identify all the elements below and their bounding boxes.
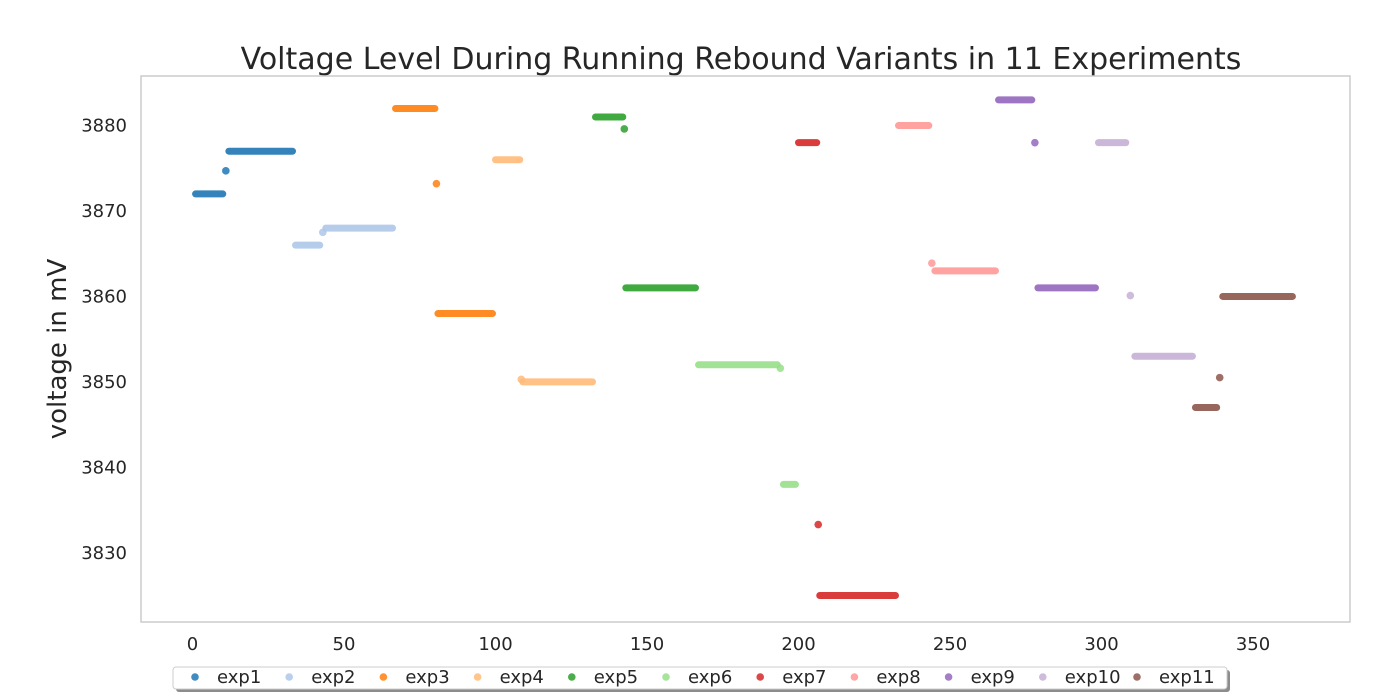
y-tick-label: 3860 bbox=[81, 286, 127, 307]
legend-label: exp8 bbox=[876, 667, 920, 688]
legend: exp1 exp2 exp3 exp4 exp5 exp6 exp7 exp8 exp9 exp1… bbox=[172, 666, 1230, 692]
series-exp9 bbox=[995, 96, 1099, 292]
x-tick-label: 150 bbox=[630, 634, 664, 655]
legend-marker bbox=[850, 673, 859, 681]
series-exp4 bbox=[492, 156, 596, 386]
y-tick-label: 3850 bbox=[81, 372, 127, 393]
series-exp5 bbox=[592, 113, 700, 292]
series-exp1 bbox=[192, 147, 297, 198]
y-tick-label: 3880 bbox=[81, 116, 127, 137]
data-point bbox=[928, 259, 936, 267]
x-tick-label: 100 bbox=[478, 634, 512, 655]
data-point bbox=[1126, 291, 1135, 300]
data-point bbox=[620, 125, 629, 133]
legend-label: exp3 bbox=[405, 667, 449, 688]
y-tick-label: 3830 bbox=[81, 543, 127, 564]
data-point bbox=[1215, 373, 1224, 382]
legend-marker bbox=[662, 673, 670, 681]
legend-label: exp4 bbox=[500, 667, 544, 688]
data-point bbox=[776, 364, 785, 373]
data-point bbox=[432, 179, 441, 188]
legend-label: exp5 bbox=[594, 667, 638, 688]
y-tick-label: 3840 bbox=[81, 457, 127, 478]
legend-label: exp1 bbox=[217, 667, 261, 688]
legend-marker bbox=[285, 673, 294, 681]
data-point bbox=[1031, 138, 1039, 147]
legend-marker bbox=[944, 673, 953, 681]
legend-marker bbox=[1133, 673, 1141, 681]
data-point bbox=[222, 167, 230, 175]
legend-box bbox=[172, 666, 1228, 690]
legend-label: exp10 bbox=[1065, 667, 1121, 688]
series-exp7 bbox=[795, 139, 899, 600]
data-point bbox=[814, 520, 823, 529]
series-exp8 bbox=[895, 122, 999, 275]
y-tick-label: 3870 bbox=[81, 201, 127, 222]
legend-marker bbox=[568, 673, 576, 681]
x-tick-label: 300 bbox=[1084, 634, 1118, 655]
legend-label: exp2 bbox=[311, 667, 355, 688]
legend-marker bbox=[191, 673, 199, 681]
legend-label: exp7 bbox=[782, 667, 826, 688]
x-tick-label: 350 bbox=[1236, 634, 1270, 655]
legend-label: exp9 bbox=[971, 667, 1015, 688]
series-exp6 bbox=[695, 361, 799, 488]
chart-title: Voltage Level During Running Rebound Var… bbox=[241, 42, 1242, 77]
legend-marker bbox=[1039, 673, 1047, 681]
x-tick-label: 0 bbox=[187, 634, 198, 655]
plot-area bbox=[140, 75, 1351, 623]
legend-marker bbox=[756, 673, 764, 681]
series-exp3 bbox=[392, 104, 496, 318]
legend-marker bbox=[379, 673, 388, 681]
y-axis-label: voltage in mV bbox=[43, 259, 73, 440]
x-tick-label: 50 bbox=[333, 634, 356, 655]
x-tick-label: 250 bbox=[933, 634, 967, 655]
legend-items: exp1 exp2 exp3 exp4 exp5 exp6 exp7 exp8 exp9 exp1… bbox=[191, 667, 1215, 688]
series-exp10 bbox=[1095, 139, 1196, 360]
x-tick-label: 200 bbox=[781, 634, 815, 655]
legend-label: exp6 bbox=[688, 667, 732, 688]
legend-label: exp11 bbox=[1159, 667, 1215, 688]
axis-ticks: 0 50 100 150 200 250 300 350 3830 3840 3850 3860 387… bbox=[81, 116, 1270, 655]
legend-marker bbox=[473, 673, 482, 681]
series-exp2 bbox=[292, 224, 396, 249]
data-points bbox=[192, 96, 1296, 600]
series-exp11 bbox=[1191, 292, 1296, 412]
